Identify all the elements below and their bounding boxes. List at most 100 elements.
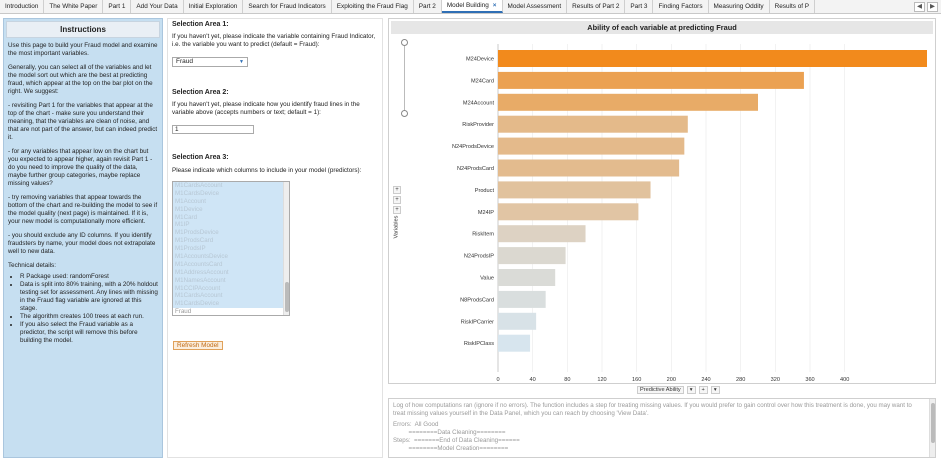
log-scrollbar[interactable]: [929, 399, 935, 457]
category-label: N8ProdsCard: [460, 297, 494, 303]
tab-results-of-part-2[interactable]: Results of Part 2: [567, 0, 626, 13]
zoom-slider-bottom-handle[interactable]: [401, 110, 408, 117]
instructions-panel: Instructions Use this page to build your…: [3, 18, 163, 458]
bar: [498, 93, 758, 111]
predictor-option[interactable]: M1CardsDevice: [173, 189, 283, 198]
selection-area-1-text: If you haven't yet, please indicate the …: [172, 33, 376, 48]
zoom-slider-top-handle[interactable]: [401, 39, 408, 46]
y-axis-control-1[interactable]: +: [393, 186, 401, 194]
tab-part-2[interactable]: Part 2: [413, 0, 442, 13]
x-tick-label: 80: [564, 377, 570, 383]
tab-initial-exploration[interactable]: Initial Exploration: [183, 0, 244, 13]
bar: [498, 225, 586, 243]
tab-exploiting-the-fraud-flag[interactable]: Exploiting the Fraud Flag: [331, 0, 414, 13]
predictor-option[interactable]: M1CardsAccount: [173, 292, 283, 301]
tab-label: Exploiting the Fraud Flag: [336, 3, 408, 10]
tab-label: Add Your Data: [136, 3, 178, 10]
predictors-scrollbar[interactable]: [283, 182, 289, 315]
bar: [498, 203, 639, 221]
x-tick-label: 320: [771, 377, 780, 383]
tab-finding-factors[interactable]: Finding Factors: [653, 0, 709, 13]
x-axis-control-2[interactable]: +: [698, 386, 708, 394]
tab-add-your-data[interactable]: Add Your Data: [131, 0, 184, 13]
log-intro: Log of how computations ran (ignore if n…: [393, 402, 912, 417]
x-axis-control-1[interactable]: ▾: [686, 386, 696, 394]
tab-model-building[interactable]: Model Building ×: [441, 0, 503, 13]
x-tick-label: 40: [530, 377, 536, 383]
selection-area-2-heading: Selection Area 2:: [172, 89, 229, 96]
instructions-paragraph: Use this page to build your Fraud model …: [8, 42, 158, 57]
tab-results-of-p[interactable]: Results of P: [769, 0, 816, 13]
predictor-option[interactable]: M1ProdsCard: [173, 237, 283, 246]
x-axis-control-3[interactable]: ▾: [710, 386, 720, 394]
selection-area-1-heading: Selection Area 1:: [172, 21, 229, 28]
chart-title: Ability of each variable at predicting F…: [391, 21, 933, 34]
tab-scroll-controls: ◀ ▶: [911, 0, 941, 13]
category-label: RiskItem: [472, 232, 494, 238]
tab-label: The White Paper: [49, 3, 98, 10]
tab-label: Part 3: [630, 3, 648, 10]
tab-the-white-paper[interactable]: The White Paper: [44, 0, 104, 13]
category-label: M24Account: [463, 100, 495, 106]
instructions-paragraph: - for any variables that appear low on t…: [8, 148, 153, 187]
x-tick-label: 280: [736, 377, 745, 383]
x-tick-label: 160: [632, 377, 641, 383]
chevron-down-icon: ▼: [239, 59, 244, 65]
tab-part-3[interactable]: Part 3: [625, 0, 654, 13]
technical-detail-item: If you also select the Fraud variable as…: [20, 321, 158, 345]
y-axis-control-2[interactable]: +: [393, 196, 401, 204]
zoom-slider-track[interactable]: [404, 43, 405, 113]
refresh-model-button[interactable]: Refresh Model: [173, 341, 223, 350]
tab-label: Model Assessment: [507, 3, 562, 10]
bar: [498, 334, 531, 352]
bar: [498, 137, 685, 155]
tab-search-for-fraud-indicators[interactable]: Search for Fraud Indicators: [243, 0, 332, 13]
x-tick-label: 360: [805, 377, 814, 383]
instructions-paragraph: Technical details:: [8, 262, 56, 269]
predictors-listbox[interactable]: M1CardsAccount M1CardsDevice M1Account M1De…: [172, 181, 290, 316]
bar: [498, 269, 556, 286]
predictor-option[interactable]: M1IP: [173, 221, 283, 230]
tab-introduction[interactable]: Introduction: [0, 0, 45, 13]
bar: [498, 247, 566, 265]
bar: [498, 312, 537, 330]
tab-label: Results of Part 2: [572, 3, 620, 10]
chevron-left-icon[interactable]: ◀: [914, 1, 925, 12]
tab-label: Finding Factors: [658, 3, 703, 10]
predictor-option[interactable]: M1ProdsIP: [173, 245, 283, 254]
instructions-paragraph: - try removing variables that appear tow…: [8, 194, 158, 225]
x-axis-control-label[interactable]: Predictive Ability: [637, 386, 684, 394]
predictor-option[interactable]: M1Card: [173, 213, 283, 222]
predictor-option[interactable]: M1Device: [173, 205, 283, 214]
predictor-option[interactable]: M1ProdsDevice: [173, 229, 283, 238]
tab-measuring-oddity[interactable]: Measuring Oddity: [708, 0, 770, 13]
instructions-body: Use this page to build your Fraud model …: [4, 42, 162, 345]
tab-part-1[interactable]: Part 1: [103, 0, 132, 13]
y-axis-control-3[interactable]: +: [393, 206, 401, 214]
fraud-variable-dropdown[interactable]: Fraud ▼: [172, 57, 248, 67]
predictor-option[interactable]: M1AddressAccount: [173, 268, 283, 277]
fraud-indicator-input[interactable]: 1: [172, 125, 254, 134]
log-line: Errors: All Good: [393, 421, 439, 428]
tab-label: Results of P: [774, 3, 810, 10]
predictor-option[interactable]: Fraud: [173, 308, 283, 315]
tab-model-assessment[interactable]: Model Assessment: [502, 0, 568, 13]
tab-bar: Introduction The White Paper Part 1 Add You…: [0, 0, 941, 14]
category-label: N24ProdsCard: [457, 166, 494, 172]
predictor-option[interactable]: M1AccountsCard: [173, 260, 283, 269]
predictor-option[interactable]: M1CCIPAccount: [173, 284, 283, 293]
instructions-paragraph: - revisiting Part 1 for the variables th…: [8, 102, 158, 141]
x-tick-label: 240: [701, 377, 710, 383]
tab-label: Initial Exploration: [188, 3, 238, 10]
selection-area-3-heading: Selection Area 3:: [172, 154, 229, 161]
log-line: ========Model Creation========: [393, 445, 509, 452]
bar-chart: 0 40 80 120 160 200 240 280 320 360 400 M24Device M2…: [452, 44, 927, 383]
close-icon[interactable]: ×: [492, 2, 497, 9]
predictor-option[interactable]: M1Account: [173, 197, 283, 206]
chevron-right-icon[interactable]: ▶: [927, 1, 938, 12]
predictor-option[interactable]: M1AccountsDevice: [173, 253, 283, 261]
predictor-option[interactable]: M1NamesAccount: [173, 276, 283, 285]
category-label: N24ProdsIP: [464, 254, 494, 260]
predictor-option[interactable]: M1CardsDevice: [173, 300, 283, 309]
predictor-option[interactable]: M1CardsAccount: [173, 182, 283, 190]
